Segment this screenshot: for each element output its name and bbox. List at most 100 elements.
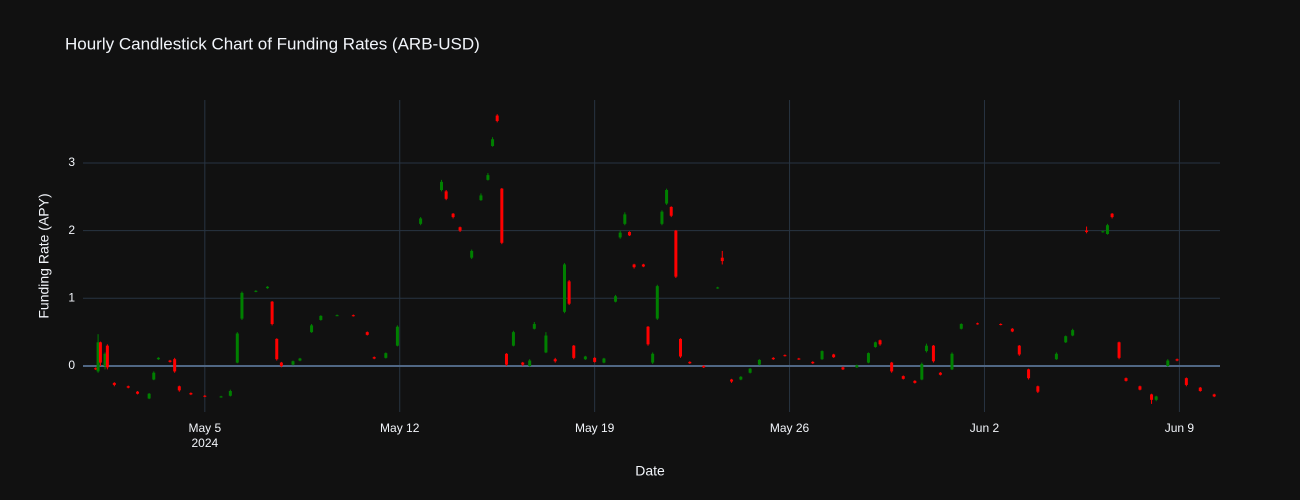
chart-title: Hourly Candlestick Chart of Funding Rate… <box>65 34 480 53</box>
candle-body <box>279 362 283 366</box>
candle-body <box>126 386 130 388</box>
candle-body <box>567 281 571 304</box>
x-tick-label: Jun 9 <box>1165 421 1195 435</box>
candle-body <box>384 353 388 358</box>
candle-body <box>265 286 269 289</box>
candle-body <box>679 338 683 357</box>
candle-body <box>913 380 917 383</box>
candle-body <box>112 382 116 385</box>
candle-body <box>152 372 156 380</box>
candle-body <box>739 376 743 380</box>
candle-body <box>920 363 924 380</box>
candle-body <box>1154 396 1158 400</box>
candle-body <box>674 230 678 277</box>
candle-body <box>959 324 963 329</box>
candle-body <box>335 315 339 317</box>
x-year-label: 2024 <box>191 436 218 450</box>
candle-body <box>486 175 490 180</box>
candle-body <box>372 357 376 359</box>
candle-body <box>94 368 98 370</box>
candle-body <box>235 333 239 363</box>
candle-body <box>931 345 935 362</box>
x-tick-label: May 5 <box>188 421 221 435</box>
candle-body <box>1010 328 1014 332</box>
candle-body <box>1071 330 1075 336</box>
candle-body <box>651 353 655 363</box>
candle-body <box>532 324 536 329</box>
candle-body <box>228 391 232 396</box>
candle-body <box>1150 394 1154 400</box>
candle-body <box>553 359 557 362</box>
candle-body <box>720 257 724 262</box>
candle-body <box>177 386 181 391</box>
candle-body <box>1138 386 1142 390</box>
candle-body <box>873 342 877 348</box>
candle-body <box>479 195 483 201</box>
candle-body <box>702 365 706 368</box>
candle-body <box>1064 336 1068 343</box>
candle-body <box>655 286 659 319</box>
candle-body <box>1085 230 1089 232</box>
y-tick-label: 1 <box>68 290 75 304</box>
y-tick-label: 0 <box>68 358 75 372</box>
candle-body <box>632 264 636 268</box>
candle-body <box>572 345 576 358</box>
candle-body <box>1166 360 1170 366</box>
x-axis-title: Date <box>635 463 665 479</box>
candle-body <box>495 115 499 121</box>
candle-body <box>395 326 399 346</box>
candle-body <box>451 213 455 218</box>
candle-body <box>1110 213 1114 218</box>
candle-body <box>98 342 102 363</box>
candle-body <box>878 340 882 345</box>
candle-body <box>748 368 752 373</box>
candle-body <box>623 214 627 224</box>
candle-body <box>275 338 279 360</box>
candle-body <box>1184 378 1188 385</box>
candle-body <box>1017 345 1021 355</box>
candle-body <box>924 345 928 352</box>
candle-body <box>855 365 859 368</box>
candle-body <box>168 360 172 362</box>
candle-body <box>1117 342 1121 358</box>
candle-body <box>562 264 566 312</box>
candle-body <box>203 395 207 397</box>
candle-body <box>938 372 942 375</box>
candle-body <box>96 342 100 372</box>
candle-body <box>1198 387 1202 392</box>
y-tick-label: 2 <box>68 223 75 237</box>
candle-body <box>950 353 954 370</box>
candle-body <box>999 324 1003 326</box>
candle-body <box>491 139 495 147</box>
candle-body <box>291 361 295 365</box>
candle-body <box>511 332 515 346</box>
candle-body <box>444 191 448 199</box>
candle-body <box>319 315 323 320</box>
candle-body <box>1105 225 1109 235</box>
candle-body <box>757 359 761 365</box>
candle-body <box>500 188 504 243</box>
candle-body <box>105 345 109 368</box>
x-tick-label: May 12 <box>380 421 420 435</box>
candle-body <box>771 357 775 360</box>
candle-body <box>832 354 836 358</box>
candle-body <box>646 326 650 345</box>
candle-body <box>528 360 532 366</box>
candle-body <box>602 358 606 363</box>
candle-body <box>665 190 669 204</box>
candle-body <box>1124 378 1128 381</box>
y-tick-label: 3 <box>68 155 75 169</box>
candle-body <box>440 181 444 191</box>
candle-body <box>669 206 673 216</box>
candle-body <box>103 353 107 366</box>
candle-body <box>641 264 645 267</box>
candle-body <box>173 359 177 372</box>
candle-body <box>365 332 369 335</box>
candle-body <box>797 358 801 360</box>
candle-body <box>1027 369 1031 379</box>
candle-body <box>254 290 258 292</box>
candle-body <box>136 391 140 394</box>
candle-body <box>614 296 618 302</box>
